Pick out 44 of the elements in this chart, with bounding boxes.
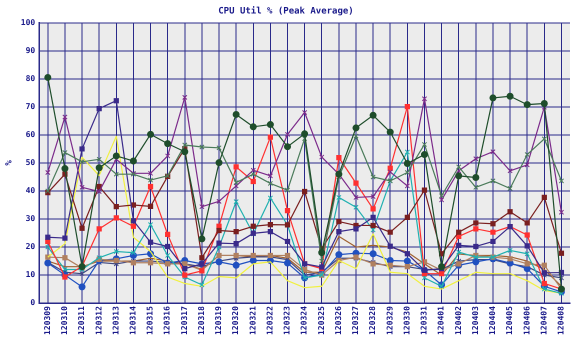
x-tick-label: 120321 (248, 306, 258, 336)
x-tick-label: 120401 (436, 306, 446, 336)
x-tick-label: 120317 (180, 306, 189, 336)
x-tick-label: 120402 (454, 306, 463, 336)
x-tick-label: 120312 (94, 306, 104, 336)
y-tick-label: 70 (26, 102, 36, 111)
y-tick-label: 20 (26, 242, 36, 252)
x-tick-label: 120329 (385, 306, 394, 336)
x-tick-label: 120325 (316, 306, 326, 336)
y-tick-label: 90 (26, 46, 36, 55)
x-tick-label: 120315 (146, 306, 155, 336)
x-tick-label: 120323 (282, 306, 292, 336)
x-tick-label: 120406 (522, 306, 532, 336)
x-tick-label: 120328 (368, 306, 378, 336)
x-tick-label: 120324 (300, 306, 309, 336)
x-tick-label: 120314 (128, 306, 138, 336)
x-tick-label: 120309 (42, 306, 52, 336)
y-tick-label: 80 (26, 74, 36, 83)
y-tick-label: 60 (26, 130, 36, 139)
x-tick-label: 120311 (77, 306, 86, 336)
y-axis-title: % (4, 160, 15, 166)
y-tick-label: 40 (26, 186, 36, 196)
x-tick-label: 120318 (196, 306, 206, 336)
y-tick-label: 0 (30, 298, 36, 308)
x-tick-label: 120326 (334, 306, 343, 336)
y-tick-label: 30 (26, 214, 36, 224)
x-tick-label: 120327 (351, 306, 360, 336)
x-tick-label: 120316 (162, 306, 172, 336)
chart-title: CPU Util % (Peak Average) (218, 6, 354, 17)
x-tick-label: 120404 (488, 306, 498, 336)
x-tick-label: 120313 (111, 306, 120, 336)
y-tick-label: 10 (26, 270, 36, 280)
x-tick-label: 120319 (214, 306, 224, 336)
x-tick-label: 120405 (505, 306, 514, 336)
x-tick-label: 120407 (539, 306, 548, 336)
x-tick-label: 120322 (265, 306, 274, 336)
y-tick-label: 50 (26, 158, 36, 168)
x-tick-label: 120408 (556, 306, 566, 336)
x-tick-label: 120331 (420, 306, 429, 336)
x-tick-label: 120310 (60, 306, 70, 336)
x-tick-label: 120330 (402, 306, 412, 336)
x-tick-label: 120320 (231, 306, 240, 336)
x-tick-label: 120403 (470, 306, 480, 336)
y-tick-label: 100 (20, 18, 36, 27)
